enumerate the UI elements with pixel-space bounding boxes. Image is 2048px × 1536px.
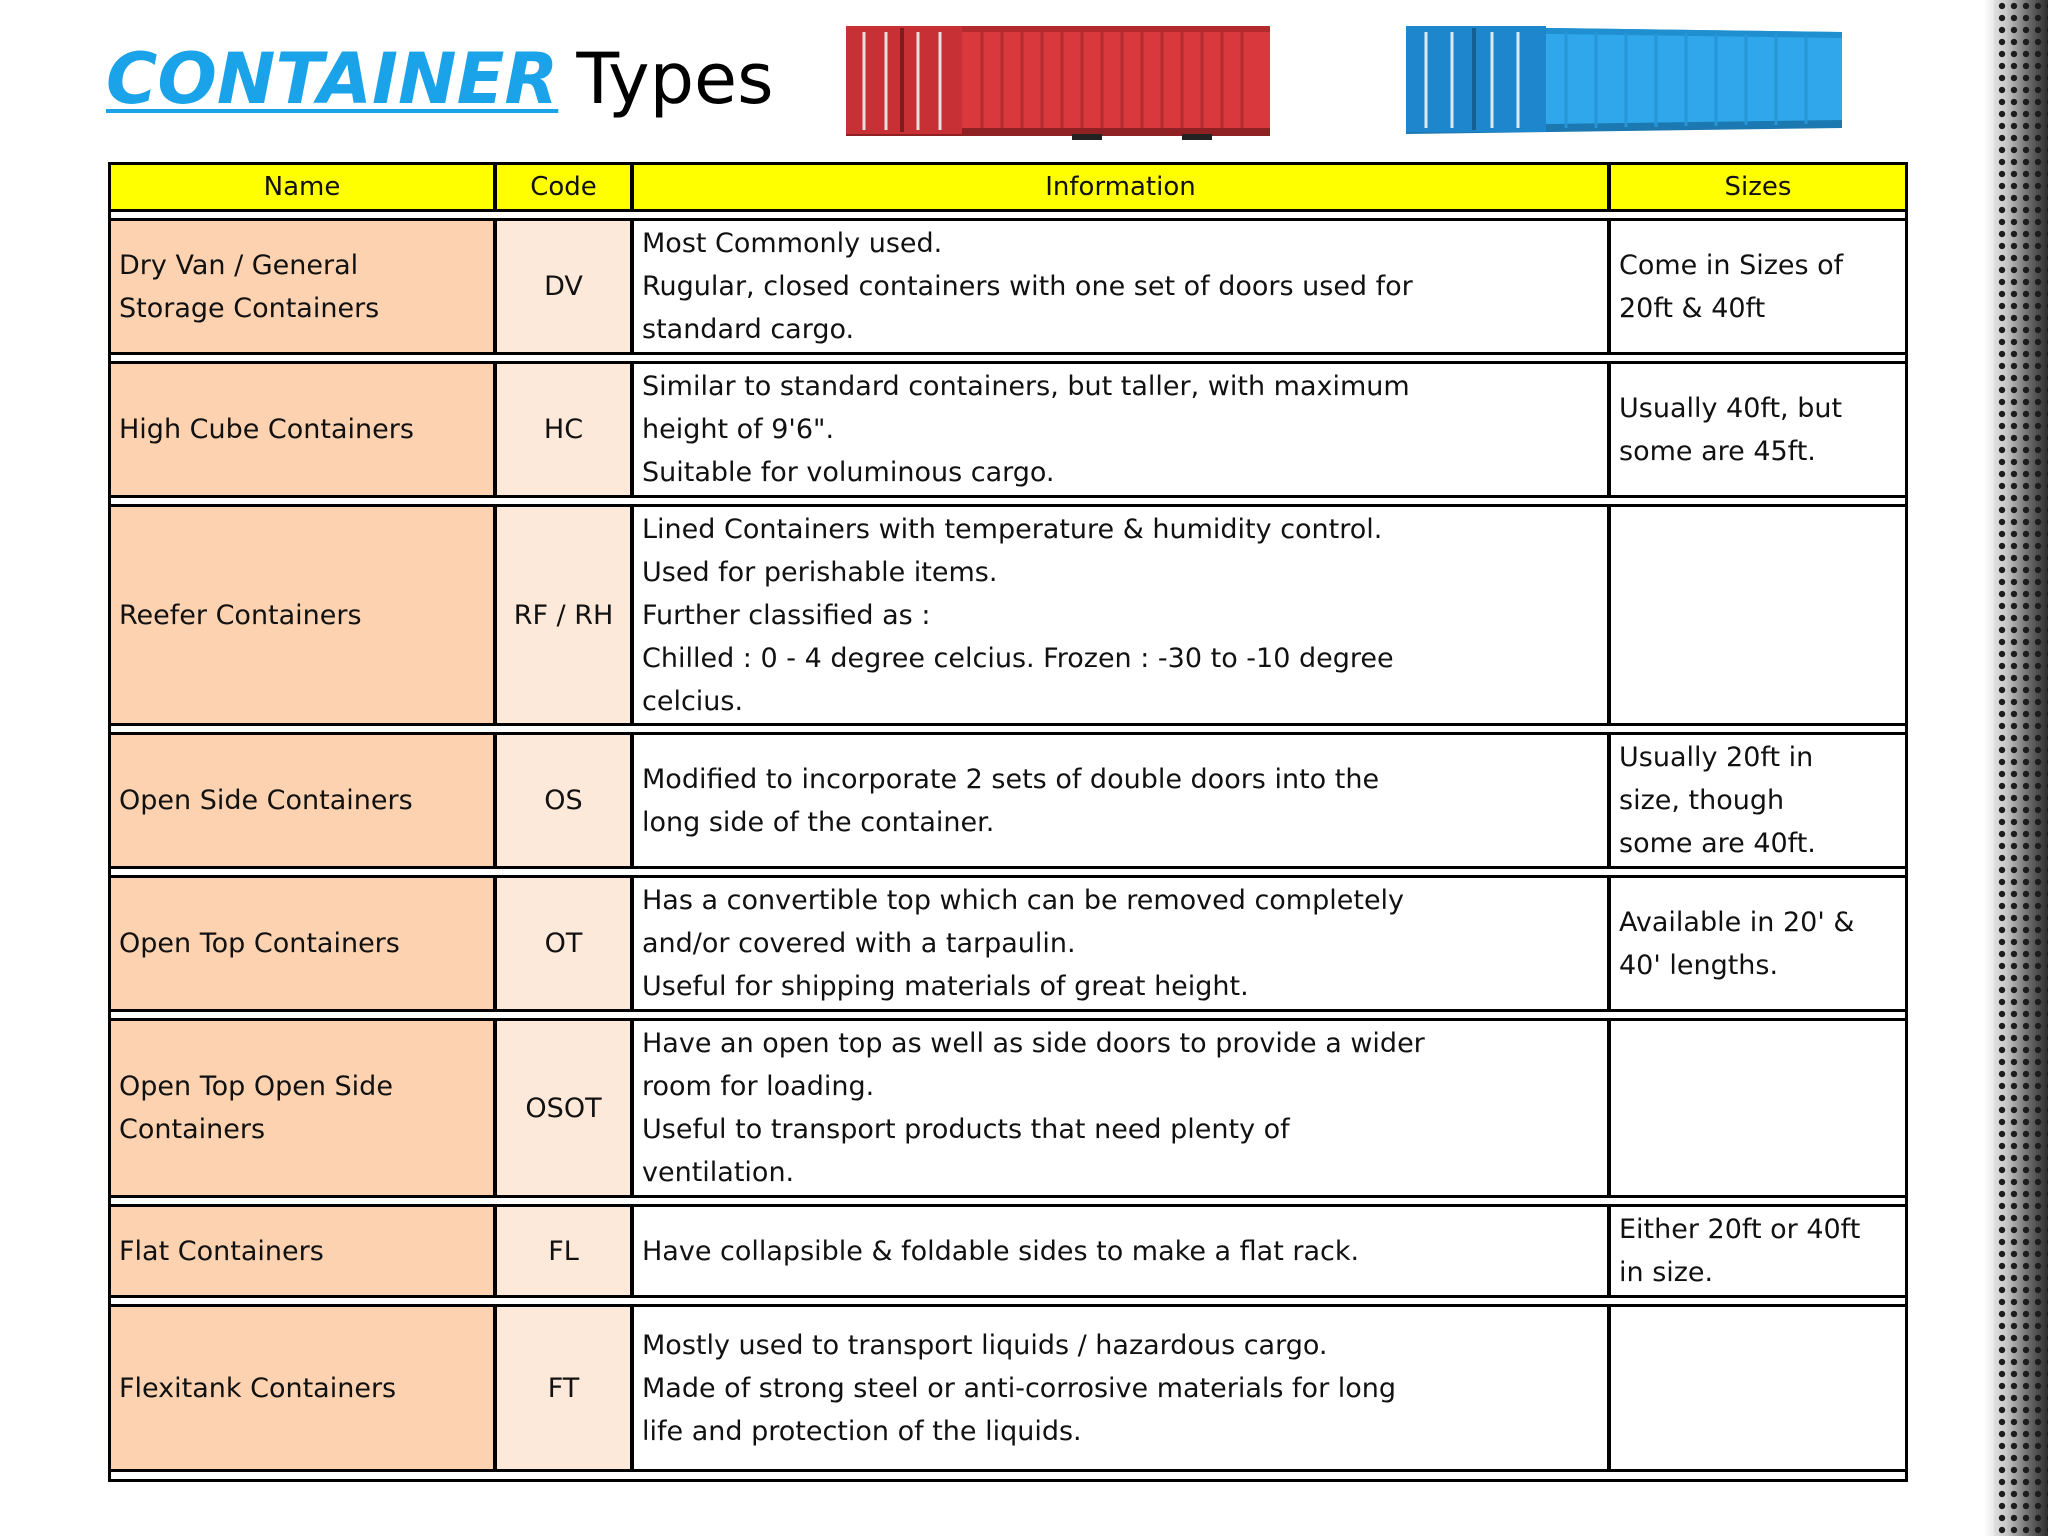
cell-information: Have an open top as well as side doors t… bbox=[634, 1021, 1607, 1195]
cell-code: OT bbox=[497, 878, 630, 1009]
cell-name: Open Top Containers bbox=[111, 878, 493, 1009]
cell-code: DV bbox=[497, 221, 630, 352]
cell-sizes: Usually 20ft in size, though some are 40… bbox=[1611, 735, 1905, 866]
cell-code: FL bbox=[497, 1207, 630, 1295]
table-row: Flat Containers FL Have collapsible & fo… bbox=[111, 1207, 1905, 1295]
row-separator bbox=[111, 209, 1905, 221]
cell-information: Similar to standard containers, but tall… bbox=[634, 364, 1607, 495]
cell-information: Have collapsible & foldable sides to mak… bbox=[634, 1207, 1607, 1295]
header-information: Information bbox=[634, 165, 1607, 209]
cell-name: High Cube Containers bbox=[111, 364, 493, 495]
row-separator bbox=[111, 352, 1905, 364]
cell-code: RF / RH bbox=[497, 507, 630, 723]
table-row: High Cube Containers HC Similar to stand… bbox=[111, 364, 1905, 495]
red-shipping-container bbox=[846, 26, 1270, 140]
cell-name: Flexitank Containers bbox=[111, 1307, 493, 1469]
row-separator bbox=[111, 723, 1905, 735]
blue-shipping-container bbox=[1406, 26, 1842, 134]
cell-sizes bbox=[1611, 1021, 1905, 1195]
table-row: Dry Van / General Storage Containers DV … bbox=[111, 221, 1905, 352]
cell-information: Has a convertible top which can be remov… bbox=[634, 878, 1607, 1009]
title-emphasis: CONTAINER bbox=[106, 38, 559, 120]
cell-information: Most Commonly used. Rugular, closed cont… bbox=[634, 221, 1607, 352]
cell-code: OS bbox=[497, 735, 630, 866]
cell-information: Modified to incorporate 2 sets of double… bbox=[634, 735, 1607, 866]
cell-name: Open Side Containers bbox=[111, 735, 493, 866]
cell-sizes: Available in 20' & 40' lengths. bbox=[1611, 878, 1905, 1009]
row-separator bbox=[111, 495, 1905, 507]
side-decorative-pattern bbox=[1984, 0, 2048, 1536]
row-separator bbox=[111, 1469, 1905, 1479]
title-rest: Types bbox=[576, 38, 774, 120]
cell-sizes bbox=[1611, 507, 1905, 723]
row-separator bbox=[111, 1295, 1905, 1307]
row-separator bbox=[111, 1195, 1905, 1207]
row-separator bbox=[111, 866, 1905, 878]
cell-code: FT bbox=[497, 1307, 630, 1469]
container-types-table: Name Code Information Sizes Dry Van / Ge… bbox=[108, 162, 1908, 1482]
cell-code: OSOT bbox=[497, 1021, 630, 1195]
table-row: Open Top Open Side Containers OSOT Have … bbox=[111, 1021, 1905, 1195]
table-header-row: Name Code Information Sizes bbox=[111, 165, 1905, 209]
cell-sizes: Either 20ft or 40ft in size. bbox=[1611, 1207, 1905, 1295]
table-row: Flexitank Containers FT Mostly used to t… bbox=[111, 1307, 1905, 1469]
cell-name: Dry Van / General Storage Containers bbox=[111, 221, 493, 352]
page-title: CONTAINER Types bbox=[106, 34, 774, 124]
cell-sizes bbox=[1611, 1307, 1905, 1469]
table-row: Open Side Containers OS Modified to inco… bbox=[111, 735, 1905, 866]
cell-name: Flat Containers bbox=[111, 1207, 493, 1295]
header-name: Name bbox=[111, 165, 493, 209]
cell-code: HC bbox=[497, 364, 630, 495]
header-sizes: Sizes bbox=[1611, 165, 1905, 209]
header-code: Code bbox=[497, 165, 630, 209]
cell-name: Open Top Open Side Containers bbox=[111, 1021, 493, 1195]
table-row: Reefer Containers RF / RH Lined Containe… bbox=[111, 507, 1905, 723]
row-separator bbox=[111, 1009, 1905, 1021]
cell-sizes: Usually 40ft, but some are 45ft. bbox=[1611, 364, 1905, 495]
cell-name: Reefer Containers bbox=[111, 507, 493, 723]
cell-information: Mostly used to transport liquids / hazar… bbox=[634, 1307, 1607, 1469]
table-row: Open Top Containers OT Has a convertible… bbox=[111, 878, 1905, 1009]
cell-information: Lined Containers with temperature & humi… bbox=[634, 507, 1607, 723]
cell-sizes: Come in Sizes of 20ft & 40ft bbox=[1611, 221, 1905, 352]
